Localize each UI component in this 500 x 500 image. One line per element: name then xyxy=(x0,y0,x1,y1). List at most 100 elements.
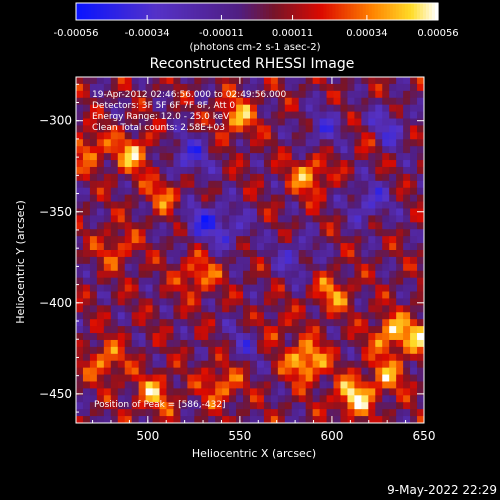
heatmap-cell xyxy=(250,256,258,265)
heatmap-cell xyxy=(305,139,314,147)
heatmap-cell xyxy=(208,326,216,334)
heatmap-cell xyxy=(298,312,307,320)
heatmap-cell xyxy=(410,291,418,299)
heatmap-cell xyxy=(152,250,161,258)
heatmap-cell xyxy=(354,256,362,265)
heatmap-cell xyxy=(145,402,154,410)
heatmap-cell xyxy=(236,312,244,320)
heatmap-cell xyxy=(368,77,376,85)
heatmap-cell xyxy=(110,180,119,189)
heatmap-cell xyxy=(187,132,195,140)
heatmap-cell xyxy=(340,187,348,196)
heatmap-cell xyxy=(243,111,251,120)
heatmap-cell xyxy=(305,381,314,389)
heatmap-cell xyxy=(110,277,119,286)
heatmap-cell xyxy=(159,201,167,209)
heatmap-cell xyxy=(236,305,244,313)
heatmap-cell xyxy=(312,180,321,189)
heatmap-cell xyxy=(117,83,126,92)
heatmap-cell xyxy=(284,215,293,223)
heatmap-cell xyxy=(340,77,348,85)
heatmap-cell xyxy=(277,201,286,209)
heatmap-cell xyxy=(208,409,216,417)
colorbar-swatch xyxy=(353,3,358,20)
heatmap-cell xyxy=(222,139,230,147)
heatmap-cell xyxy=(403,284,411,293)
colorbar-swatch xyxy=(374,3,379,20)
heatmap-cell xyxy=(354,367,362,376)
heatmap-cell xyxy=(173,388,181,396)
heatmap-cell xyxy=(173,180,181,189)
heatmap-cell xyxy=(166,194,174,203)
heatmap-cell xyxy=(312,173,321,182)
heatmap-cell xyxy=(270,229,279,237)
colorbar-swatch xyxy=(160,3,165,20)
heatmap-cell xyxy=(103,208,112,216)
heatmap-cell xyxy=(76,395,84,403)
heatmap-cell xyxy=(138,270,147,279)
heatmap-cell xyxy=(305,339,314,348)
heatmap-cell xyxy=(382,146,390,154)
heatmap-cell xyxy=(138,111,147,120)
heatmap-cell xyxy=(368,346,376,355)
heatmap-cell xyxy=(76,194,84,203)
heatmap-cell xyxy=(229,104,237,113)
heatmap-cell xyxy=(152,160,161,168)
heatmap-cell xyxy=(194,339,202,348)
heatmap-cell xyxy=(201,256,209,265)
heatmap-cell xyxy=(138,153,147,161)
heatmap-cell xyxy=(298,97,307,106)
heatmap-cell xyxy=(375,339,383,348)
heatmap-cell xyxy=(382,250,390,258)
heatmap-cell xyxy=(82,208,91,216)
heatmap-cell xyxy=(138,166,147,175)
heatmap-cell xyxy=(284,118,293,126)
heatmap-cell xyxy=(354,339,362,348)
heatmap-cell xyxy=(180,360,188,369)
colorbar-swatch xyxy=(79,3,83,20)
heatmap-cell xyxy=(173,243,181,251)
chart-title: Reconstructed RHESSI Image xyxy=(150,56,355,72)
heatmap-cell xyxy=(180,125,188,133)
heatmap-cell xyxy=(361,367,369,376)
heatmap-cell xyxy=(396,201,404,209)
heatmap-cell xyxy=(152,312,161,320)
heatmap-cell xyxy=(298,333,307,341)
heatmap-cell xyxy=(117,222,126,230)
heatmap-cell xyxy=(417,187,425,196)
heatmap-cell xyxy=(96,284,105,293)
plot-frame xyxy=(75,76,425,424)
heatmap-cell xyxy=(82,326,91,334)
heatmap-cell xyxy=(403,250,411,258)
heatmap-cell xyxy=(103,125,112,133)
heatmap-cell xyxy=(82,346,91,355)
heatmap-cell xyxy=(236,160,244,168)
heatmap-cell xyxy=(382,90,390,99)
heatmap-cell xyxy=(173,153,181,161)
heatmap-cell xyxy=(180,388,188,396)
colorbar-swatch xyxy=(229,3,234,20)
heatmap-cell xyxy=(277,180,286,189)
heatmap-cell xyxy=(298,139,307,147)
heatmap-cell xyxy=(201,263,209,272)
heatmap-cell xyxy=(417,277,425,286)
heatmap-cell xyxy=(215,374,223,382)
heatmap-cell xyxy=(152,77,161,85)
heatmap-cell xyxy=(76,291,84,299)
heatmap-cell xyxy=(403,256,411,265)
heatmap-cell xyxy=(208,222,216,230)
colorbar-swatch xyxy=(244,3,249,20)
colorbar-swatch xyxy=(386,3,391,20)
heatmap-cell xyxy=(250,90,258,99)
heatmap-cell xyxy=(117,256,126,265)
heatmap-cell xyxy=(298,346,307,355)
heatmap-cell xyxy=(361,263,369,272)
heatmap-cell xyxy=(256,381,265,389)
heatmap-cell xyxy=(138,187,147,196)
heatmap-cell xyxy=(138,160,147,168)
heatmap-cell xyxy=(284,229,293,237)
heatmap-cell xyxy=(403,416,411,424)
heatmap-cell xyxy=(263,229,272,237)
heatmap-cell xyxy=(110,250,119,258)
heatmap-cell xyxy=(76,180,84,189)
